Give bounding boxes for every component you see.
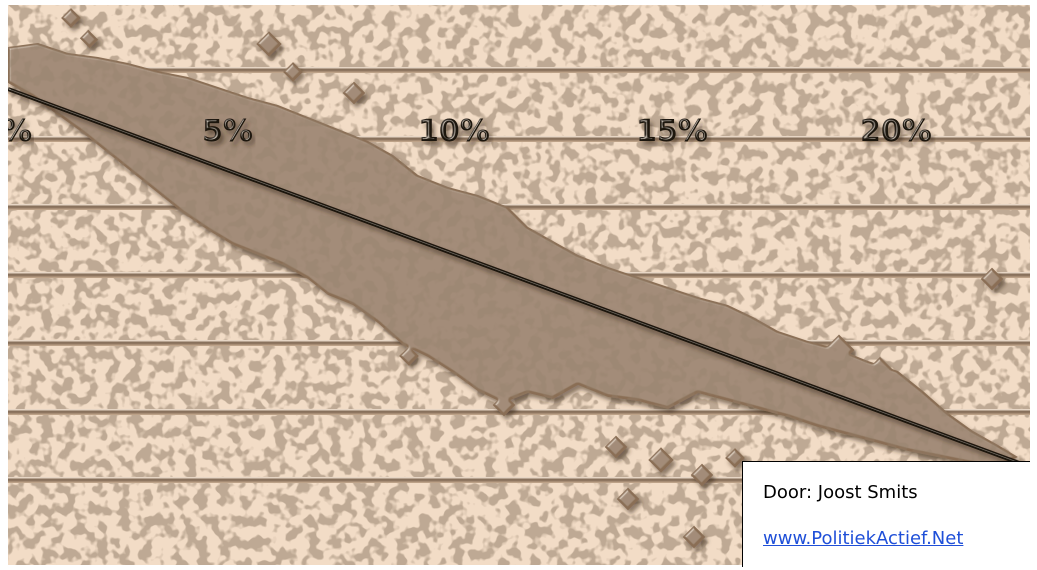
tick-labels: % 5% 10% 15% 20%	[8, 114, 932, 149]
artwork-image: % 5% 10% 15% 20%	[8, 5, 1030, 565]
credit-box: Door: Joost Smits www.PolitiekActief.Net	[742, 461, 1030, 567]
author-credit: Door: Joost Smits	[763, 482, 918, 503]
tick-label: 15%	[636, 114, 708, 149]
gridline	[8, 67, 1030, 73]
tick-label: 5%	[202, 114, 253, 149]
gridline	[8, 409, 1030, 415]
gridline	[8, 136, 1030, 142]
tick-label: 10%	[418, 114, 490, 149]
website-link[interactable]: www.PolitiekActief.Net	[763, 528, 964, 549]
trend-line	[8, 87, 1030, 469]
artwork-canvas: % 5% 10% 15% 20%	[8, 5, 1030, 565]
gridline	[8, 204, 1030, 210]
tick-label: 20%	[860, 114, 932, 149]
gridline	[8, 477, 1030, 483]
tick-label: %	[8, 114, 32, 149]
band-texture	[8, 43, 1018, 467]
